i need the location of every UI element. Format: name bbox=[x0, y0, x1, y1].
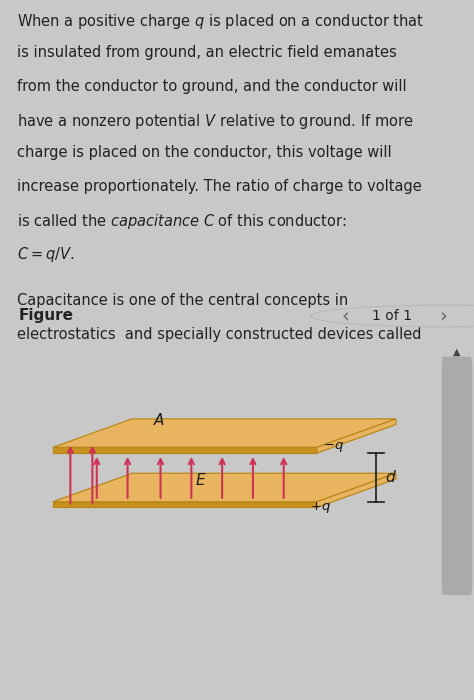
Text: is insulated from ground, an electric field emanates: is insulated from ground, an electric fi… bbox=[17, 46, 396, 60]
Text: have a nonzero potential $V$ relative to ground. If more: have a nonzero potential $V$ relative to… bbox=[17, 112, 413, 131]
Polygon shape bbox=[53, 502, 317, 508]
Text: Capacitance is one of the central concepts in: Capacitance is one of the central concep… bbox=[17, 293, 348, 308]
Polygon shape bbox=[53, 447, 317, 453]
Text: $+q$: $+q$ bbox=[310, 500, 331, 515]
Text: 1 of 1: 1 of 1 bbox=[372, 309, 412, 323]
Text: d: d bbox=[386, 470, 395, 485]
Text: electrostatics  and specially constructed devices called: electrostatics and specially constructed… bbox=[17, 327, 421, 342]
Text: ›: › bbox=[439, 307, 447, 326]
Polygon shape bbox=[53, 419, 396, 447]
Text: A: A bbox=[154, 414, 164, 428]
Text: When a positive charge $q$ is placed on a conductor that: When a positive charge $q$ is placed on … bbox=[17, 12, 424, 31]
Text: from the conductor to ground, and the conductor will: from the conductor to ground, and the co… bbox=[17, 78, 406, 94]
Text: increase proportionately. The ratio of charge to voltage: increase proportionately. The ratio of c… bbox=[17, 178, 421, 193]
Text: $-q$: $-q$ bbox=[323, 440, 344, 454]
Text: ▲: ▲ bbox=[453, 346, 461, 356]
Text: is called the $\mathit{capacitance}$ $C$ of this conductor:: is called the $\mathit{capacitance}$ $C$… bbox=[17, 212, 346, 231]
Text: charge is placed on the conductor, this voltage will: charge is placed on the conductor, this … bbox=[17, 145, 391, 160]
Polygon shape bbox=[53, 473, 396, 502]
Text: Figure: Figure bbox=[19, 309, 74, 323]
Text: E: E bbox=[196, 473, 205, 488]
Text: $C = q/V.$: $C = q/V.$ bbox=[17, 245, 74, 264]
Text: ‹: ‹ bbox=[341, 307, 349, 326]
Polygon shape bbox=[317, 473, 396, 508]
FancyBboxPatch shape bbox=[442, 357, 472, 595]
Polygon shape bbox=[317, 419, 396, 453]
